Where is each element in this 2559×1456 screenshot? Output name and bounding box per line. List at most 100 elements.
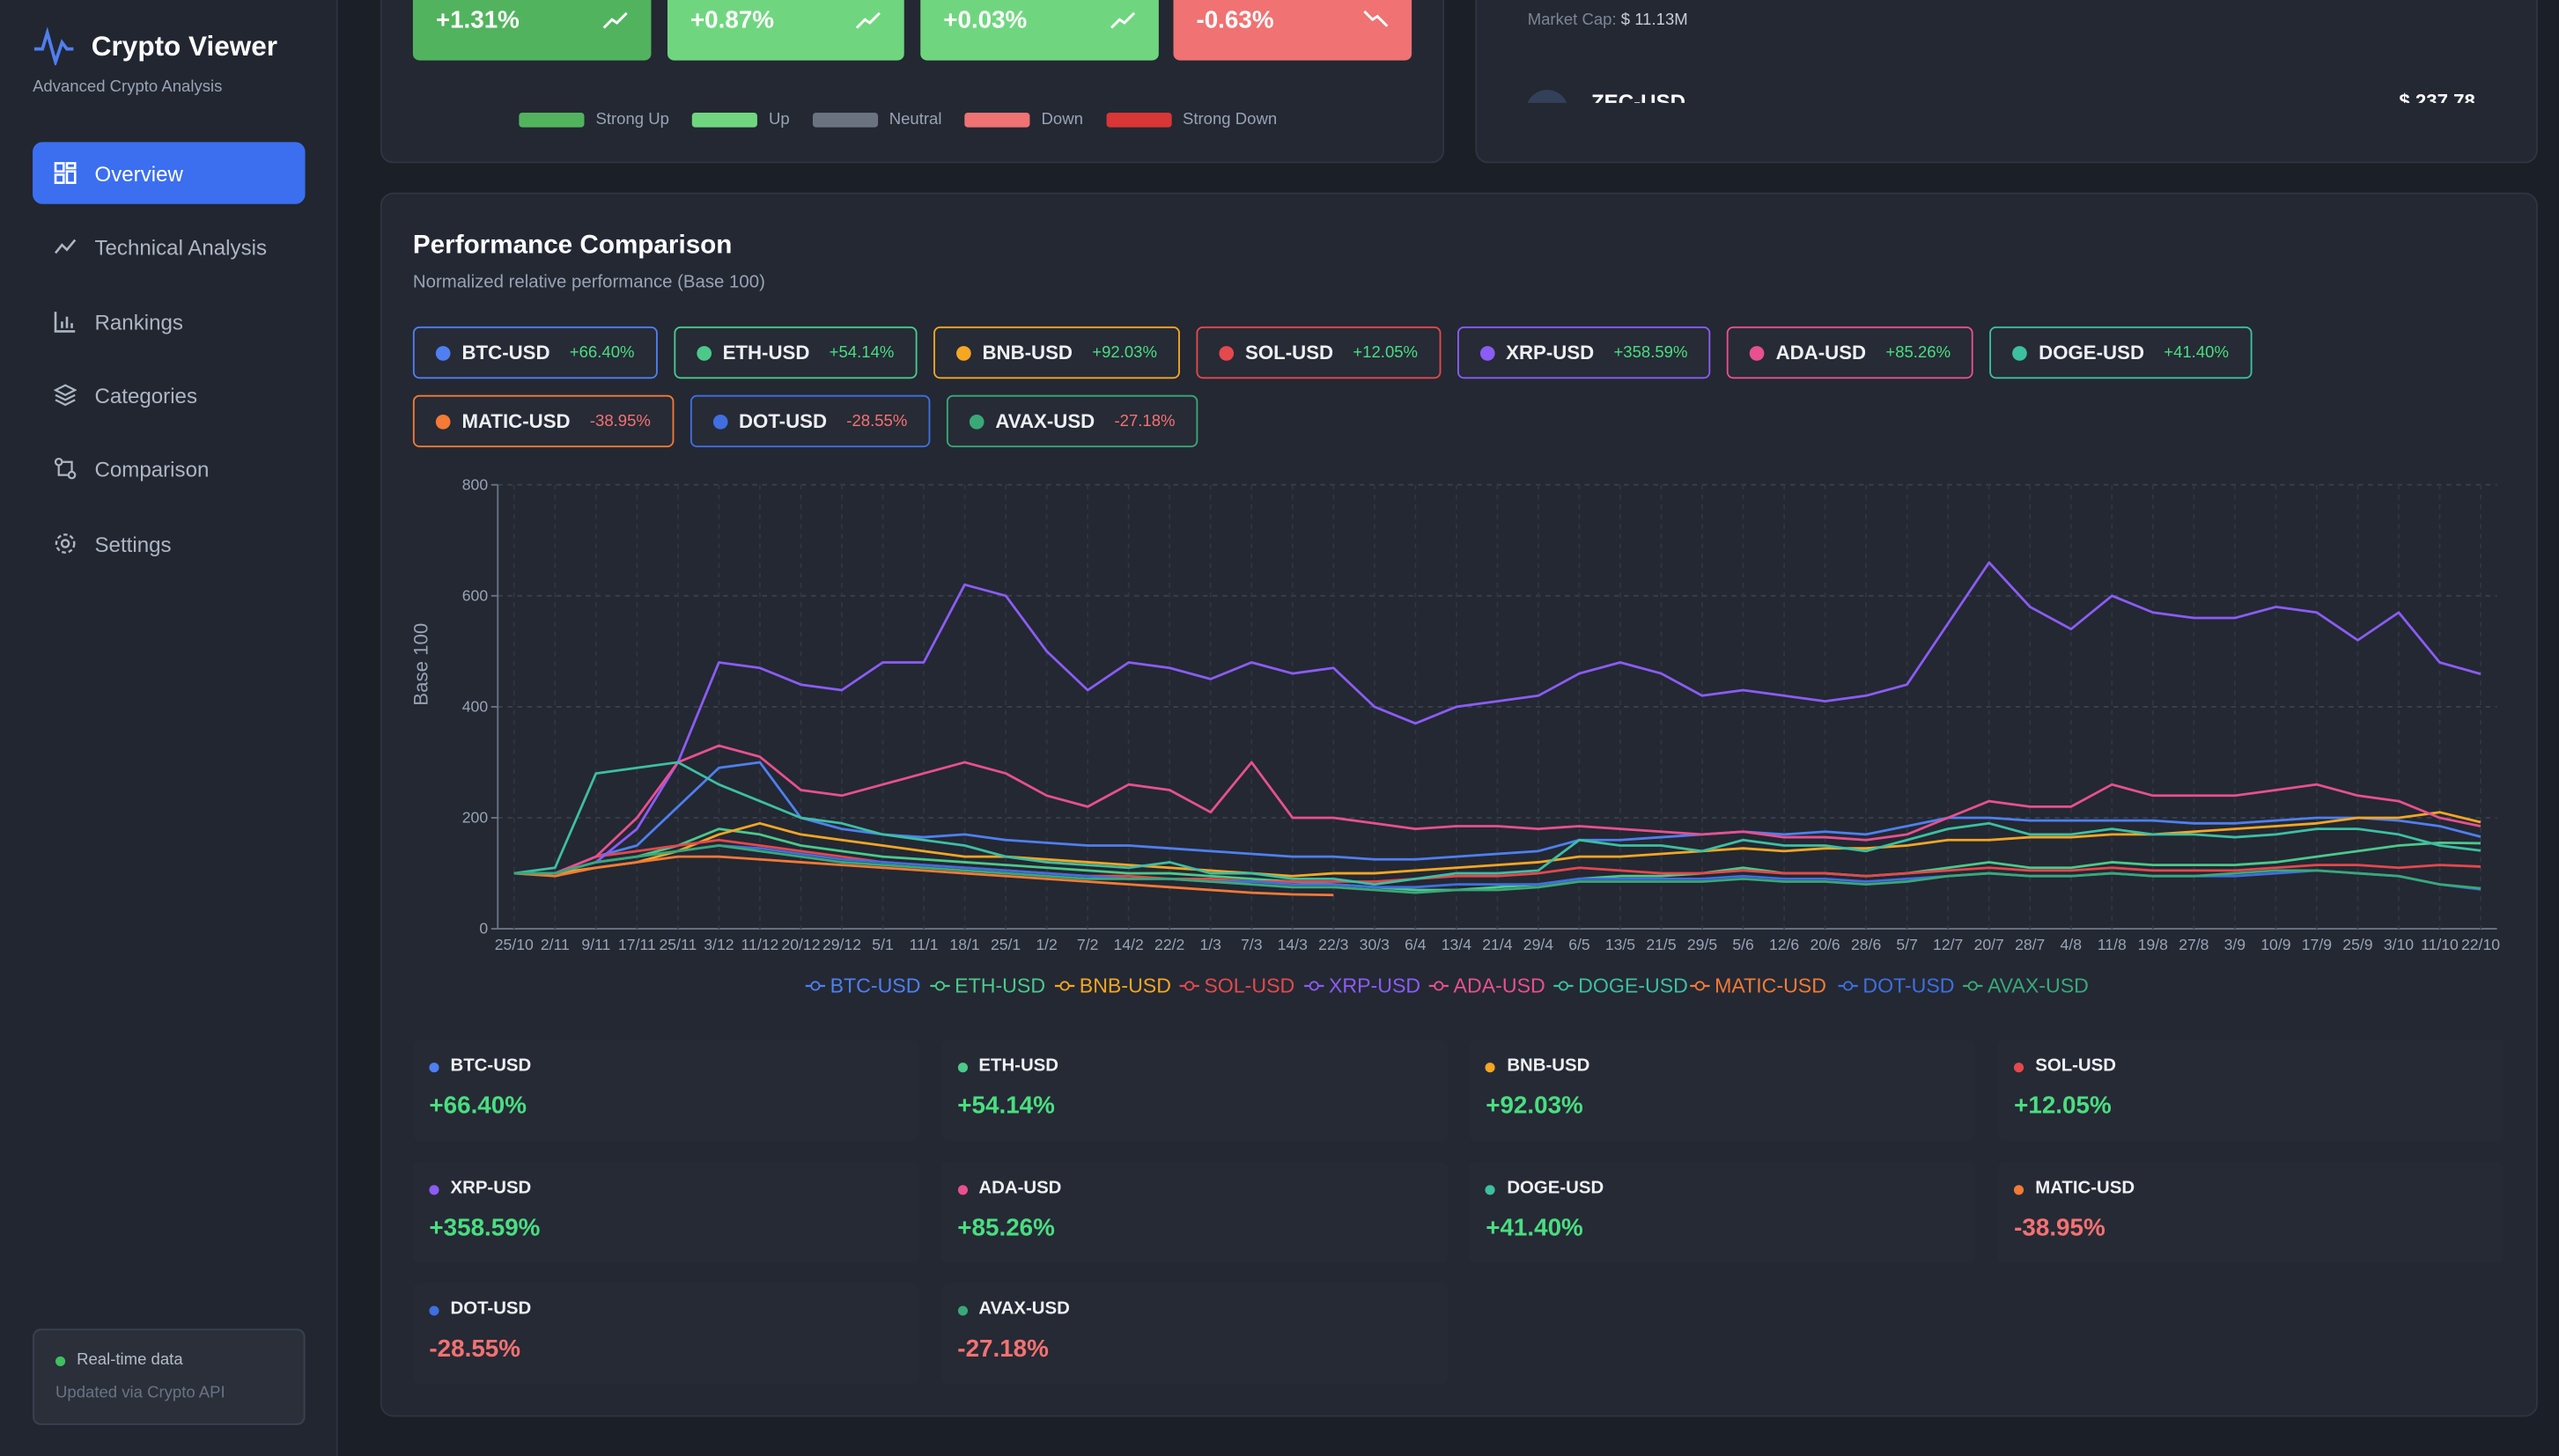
status-dot bbox=[55, 1356, 66, 1367]
tile[interactable]: -0.63% bbox=[1173, 0, 1412, 61]
asset-price: $ 237.78 bbox=[2399, 89, 2475, 103]
x-tick-label: 28/7 bbox=[2015, 936, 2045, 953]
series-chip[interactable]: MATIC-USD -38.95% bbox=[412, 394, 674, 448]
summary-change: +358.59% bbox=[429, 1213, 541, 1242]
x-tick-label: 25/1 bbox=[991, 936, 1021, 953]
summary-name: SOL-USD bbox=[2035, 1055, 2116, 1076]
tile-value: -0.63% bbox=[1196, 5, 1274, 34]
series-chip[interactable]: BTC-USD +66.40% bbox=[412, 326, 658, 379]
legend-marker bbox=[934, 981, 946, 991]
x-tick-label: 25/10 bbox=[495, 936, 534, 953]
tile[interactable]: +1.31% bbox=[412, 0, 652, 61]
chip-change: +66.40% bbox=[569, 343, 635, 362]
summary-change: +12.05% bbox=[2014, 1092, 2112, 1121]
series-chip[interactable]: DOGE-USD +41.40% bbox=[1989, 326, 2252, 379]
heat-legend-item: Strong Up bbox=[519, 111, 669, 129]
legend-item: MATIC-USD bbox=[1690, 974, 1826, 996]
legend-label: SOL-USD bbox=[1204, 974, 1294, 996]
nav-item[interactable]: Technical Analysis bbox=[33, 216, 306, 277]
series-chip[interactable]: AVAX-USD -27.18% bbox=[946, 394, 1198, 448]
series-chip[interactable]: SOL-USD +12.05% bbox=[1196, 326, 1442, 379]
x-tick-label: 9/11 bbox=[581, 936, 610, 953]
legend-marker bbox=[1434, 981, 1444, 991]
x-tick-label: 11/1 bbox=[910, 936, 939, 953]
asset-icon bbox=[1525, 89, 1569, 103]
x-tick-label: 6/4 bbox=[1405, 936, 1427, 953]
summary-dot bbox=[1486, 1063, 1496, 1073]
series-chip[interactable]: ADA-USD +85.26% bbox=[1726, 326, 1974, 379]
nav-label: Overview bbox=[94, 160, 183, 186]
legend-item: ETH-USD bbox=[930, 974, 1045, 996]
summary-dot bbox=[957, 1063, 968, 1073]
summary-change: +54.14% bbox=[957, 1092, 1055, 1121]
summary-cell: ADA-USD +85.26% bbox=[940, 1161, 1448, 1263]
tile-value: +0.87% bbox=[690, 5, 775, 34]
summary-cell: XRP-USD +358.59% bbox=[412, 1161, 919, 1263]
legend-label: XRP-USD bbox=[1329, 974, 1420, 996]
y-tick-label: 600 bbox=[462, 586, 489, 604]
tile[interactable]: +0.03% bbox=[920, 0, 1159, 61]
x-tick-label: 7/2 bbox=[1077, 936, 1098, 953]
x-tick-label: 20/12 bbox=[781, 936, 820, 953]
legend-marker bbox=[810, 981, 821, 991]
market-card: Market Cap: $ 11.13M ZEC-USD $ 237.78 bbox=[1475, 0, 2538, 164]
chip-dot bbox=[1219, 345, 1235, 360]
summary-name: DOGE-USD bbox=[1507, 1177, 1604, 1198]
series-chip[interactable]: DOT-USD -28.55% bbox=[690, 394, 931, 448]
summary-cell: BNB-USD +92.03% bbox=[1469, 1040, 1976, 1142]
summary-name: BNB-USD bbox=[1507, 1055, 1590, 1076]
series-chip[interactable]: BNB-USD +92.03% bbox=[933, 326, 1180, 379]
summary-dot bbox=[957, 1305, 968, 1316]
x-tick-label: 17/9 bbox=[2302, 936, 2332, 953]
legend-label: BNB-USD bbox=[1080, 974, 1171, 996]
y-axis-label: Base 100 bbox=[410, 623, 432, 706]
summary-dot bbox=[429, 1184, 439, 1195]
sidebar: Crypto Viewer Advanced Crypto Analysis O… bbox=[0, 0, 338, 1456]
x-tick-label: 3/9 bbox=[2224, 936, 2246, 953]
x-tick-label: 17/11 bbox=[618, 936, 656, 953]
heat-legend-item: Up bbox=[691, 111, 790, 129]
asset-symbol: ZEC-USD bbox=[1590, 89, 1686, 103]
chip-change: +85.26% bbox=[1885, 343, 1951, 362]
x-tick-label: 27/8 bbox=[2179, 936, 2209, 953]
summary-change: -28.55% bbox=[429, 1335, 520, 1364]
x-tick-label: 20/6 bbox=[1810, 936, 1840, 953]
y-tick-label: 400 bbox=[462, 697, 489, 715]
nav-item[interactable]: Rankings bbox=[33, 290, 306, 352]
asset-row: ZEC-USD $ 237.78 bbox=[1477, 84, 2536, 103]
x-tick-label: 11/12 bbox=[741, 936, 779, 953]
summary-name: MATIC-USD bbox=[2035, 1177, 2135, 1198]
nav-item[interactable]: Categories bbox=[33, 364, 306, 426]
nav-item[interactable]: Settings bbox=[33, 512, 306, 574]
heat-legend-label: Strong Down bbox=[1183, 111, 1278, 129]
legend-marker bbox=[1059, 981, 1070, 991]
summary-name: ETH-USD bbox=[978, 1055, 1059, 1076]
series-chip[interactable]: ETH-USD +54.14% bbox=[673, 326, 918, 379]
summary-change: -27.18% bbox=[957, 1335, 1049, 1364]
summary-dot bbox=[957, 1184, 968, 1195]
nav-label: Settings bbox=[94, 531, 172, 556]
x-tick-label: 22/3 bbox=[1318, 936, 1348, 953]
series-line bbox=[513, 844, 2482, 894]
tile[interactable]: +0.87% bbox=[667, 0, 904, 61]
nav-item[interactable]: Comparison bbox=[33, 438, 306, 499]
legend-item: XRP-USD bbox=[1304, 974, 1420, 996]
legend-marker bbox=[1309, 981, 1319, 991]
summary-change: -38.95% bbox=[2014, 1213, 2105, 1242]
x-tick-label: 18/1 bbox=[949, 936, 979, 953]
heat-legend-label: Neutral bbox=[889, 111, 942, 129]
x-tick-label: 3/12 bbox=[704, 936, 734, 953]
x-tick-label: 12/6 bbox=[1769, 936, 1799, 953]
x-tick-label: 28/6 bbox=[1851, 936, 1881, 953]
nav-item[interactable]: Overview bbox=[33, 142, 306, 204]
series-chip[interactable]: XRP-USD +358.59% bbox=[1456, 326, 1711, 379]
chip-name: DOGE-USD bbox=[2039, 341, 2145, 364]
legend-item: BNB-USD bbox=[1054, 974, 1171, 996]
x-tick-label: 29/5 bbox=[1687, 936, 1717, 953]
chip-change: +41.40% bbox=[2164, 343, 2229, 362]
series-line bbox=[513, 744, 2482, 875]
market-cap-label: Market Cap: bbox=[1527, 11, 1617, 30]
series-line bbox=[513, 561, 2482, 875]
